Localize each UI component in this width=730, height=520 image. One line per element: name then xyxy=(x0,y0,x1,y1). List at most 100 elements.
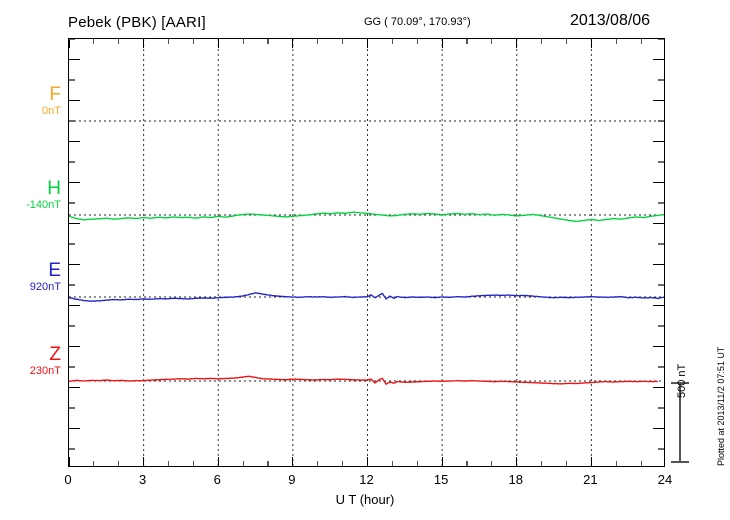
plot-date: 2013/08/06 xyxy=(570,12,651,29)
x-tick xyxy=(640,461,642,466)
scale-bar xyxy=(679,382,681,462)
y-tick xyxy=(69,386,80,389)
x-tick xyxy=(391,39,393,44)
trace-z xyxy=(69,375,658,385)
x-tick xyxy=(590,457,592,466)
y-tick xyxy=(658,79,664,81)
station-title: Pebek (PBK) [AARI] xyxy=(68,14,206,31)
y-tick xyxy=(69,427,80,430)
y-tick xyxy=(653,99,664,102)
y-tick xyxy=(658,39,664,40)
plot-inner xyxy=(69,39,664,466)
y-tick xyxy=(658,448,664,450)
x-tick-label: 18 xyxy=(508,472,523,487)
x-tick xyxy=(565,461,568,466)
y-tick xyxy=(658,325,664,327)
component-letter: F xyxy=(49,84,61,105)
y-tick xyxy=(69,99,80,102)
y-tick xyxy=(69,79,75,81)
x-tick xyxy=(491,39,493,44)
y-tick xyxy=(653,345,664,348)
x-tick xyxy=(192,461,194,466)
x-axis-title: U T (hour) xyxy=(335,492,395,507)
x-tick-label: 9 xyxy=(288,472,296,487)
x-tick xyxy=(466,461,468,466)
x-tick xyxy=(317,461,319,466)
component-label-e: E 920nT xyxy=(5,261,61,294)
x-tick xyxy=(217,457,219,466)
y-tick xyxy=(69,181,80,184)
x-tick xyxy=(441,457,443,466)
plotted-timestamp: Plotted at 2013/11/2 07:51 UT xyxy=(716,346,726,466)
y-tick xyxy=(658,407,664,409)
magnetogram-svg xyxy=(69,39,664,466)
trace-e xyxy=(69,292,664,302)
y-tick xyxy=(69,202,75,204)
y-tick xyxy=(69,345,80,348)
x-tick xyxy=(267,461,269,466)
x-tick xyxy=(118,461,120,466)
y-tick xyxy=(69,161,75,163)
scale-bar-top-cap xyxy=(671,382,689,384)
y-tick xyxy=(658,161,664,163)
x-tick xyxy=(143,457,145,466)
y-tick xyxy=(653,304,664,307)
y-tick xyxy=(653,386,664,389)
scale-bar-bottom-cap xyxy=(671,461,689,463)
y-tick xyxy=(658,120,664,122)
component-letter: Z xyxy=(49,344,61,365)
x-tick xyxy=(292,39,294,48)
x-tick xyxy=(192,39,194,44)
x-tick xyxy=(366,457,369,466)
x-tick xyxy=(69,457,70,466)
x-tick-label: 0 xyxy=(64,472,72,487)
x-tick xyxy=(317,39,319,44)
x-tick xyxy=(167,461,170,466)
y-tick xyxy=(69,243,75,245)
y-tick xyxy=(653,427,664,430)
x-tick xyxy=(640,39,642,44)
x-tick xyxy=(565,39,568,44)
y-tick xyxy=(69,304,80,307)
x-tick xyxy=(143,39,145,48)
y-tick xyxy=(69,407,75,409)
x-tick-label: 6 xyxy=(213,472,221,487)
x-tick xyxy=(466,39,468,44)
x-tick xyxy=(615,39,617,44)
x-tick xyxy=(242,39,244,44)
x-tick xyxy=(167,39,170,44)
y-tick xyxy=(653,222,664,225)
trace-h xyxy=(69,211,664,223)
x-tick xyxy=(416,39,418,44)
component-baseline-value: 0nT xyxy=(42,105,61,117)
x-tick xyxy=(615,461,617,466)
x-tick xyxy=(69,39,70,48)
x-tick-label: 12 xyxy=(359,472,374,487)
x-tick-label: 21 xyxy=(583,472,598,487)
component-baseline-value: -140nT xyxy=(26,199,61,211)
x-tick xyxy=(342,461,344,466)
x-tick xyxy=(93,39,95,44)
y-tick xyxy=(658,202,664,204)
component-baseline-value: 920nT xyxy=(29,281,61,293)
component-label-f: F 0nT xyxy=(5,85,61,118)
x-tick xyxy=(516,39,518,48)
y-tick xyxy=(658,243,664,245)
y-tick xyxy=(69,58,80,61)
scale-bar-label: 500 nT xyxy=(676,363,688,398)
x-tick xyxy=(391,461,393,466)
component-baseline-value: 230nT xyxy=(29,365,61,377)
geographic-coordinates: GG ( 70.09°, 170.93°) xyxy=(364,16,471,28)
y-tick xyxy=(69,284,75,286)
y-tick xyxy=(69,325,75,327)
y-tick xyxy=(658,284,664,286)
component-label-h: H -140nT xyxy=(5,179,61,212)
x-tick xyxy=(516,457,518,466)
y-tick xyxy=(69,39,75,40)
y-tick xyxy=(658,366,664,368)
component-letter: E xyxy=(48,260,61,281)
y-tick xyxy=(653,181,664,184)
y-tick xyxy=(69,222,80,225)
y-tick xyxy=(69,366,75,368)
x-tick xyxy=(416,461,418,466)
